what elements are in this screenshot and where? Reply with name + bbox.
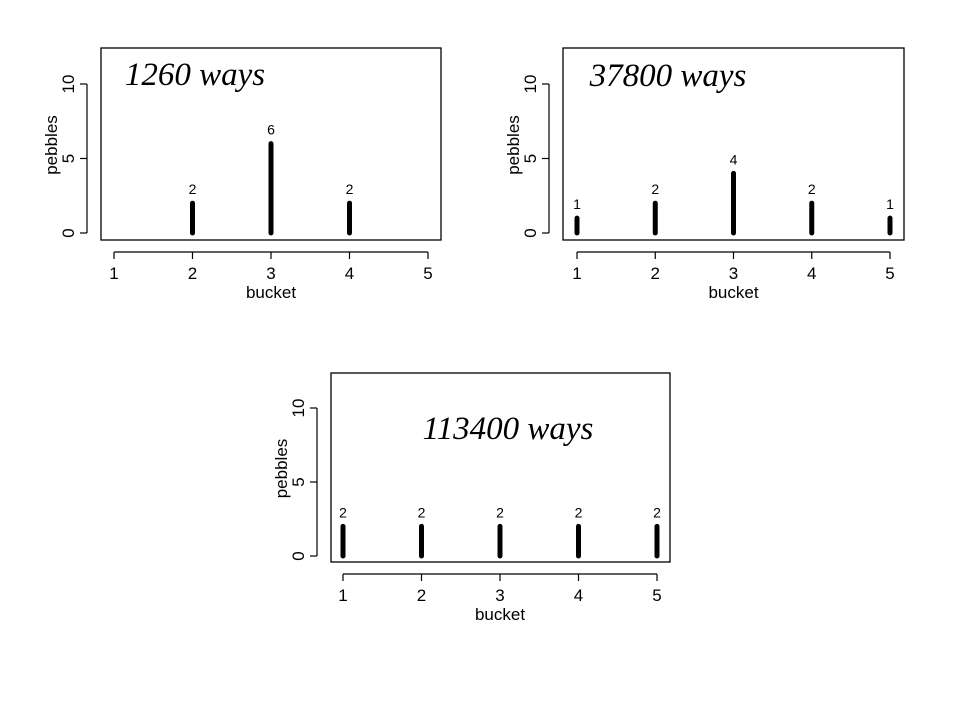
- x-tick-label: 5: [652, 586, 661, 605]
- x-tick-label: 3: [266, 264, 275, 283]
- y-tick-label: 10: [521, 75, 540, 94]
- y-tick-label: 10: [289, 399, 308, 418]
- x-tick-label: 3: [729, 264, 738, 283]
- y-tick-label: 5: [289, 477, 308, 486]
- x-tick-label: 3: [495, 586, 504, 605]
- x-tick-label: 2: [417, 586, 426, 605]
- x-axis-title: bucket: [246, 283, 296, 302]
- y-tick-label: 0: [59, 228, 78, 237]
- data-label: 2: [418, 504, 426, 520]
- plot-frame: [100, 47, 442, 241]
- data-label: 1: [573, 196, 581, 212]
- y-tick-label: 0: [289, 551, 308, 560]
- data-label: 2: [575, 504, 583, 520]
- data-label: 2: [653, 504, 661, 520]
- x-tick-label: 1: [572, 264, 581, 283]
- chart-panel-2: 0 5 10 pebbles 1 2 3 4 5 bucket 1 2 4 2 1 37800 ways: [504, 47, 905, 302]
- y-tick-label: 5: [59, 154, 78, 163]
- data-label: 2: [189, 181, 197, 197]
- data-label: 4: [730, 151, 738, 167]
- x-tick-label: 1: [338, 586, 347, 605]
- y-axis-title: pebbles: [272, 439, 291, 499]
- chart-panel-1: 0 5 10 pebbles 1 2 3 4 5 bucket 2 6 2 1260 ways: [42, 47, 442, 302]
- x-tick-label: 1: [109, 264, 118, 283]
- x-tick-label: 4: [345, 264, 354, 283]
- x-axis-title: bucket: [475, 605, 525, 624]
- plot-frame: [562, 47, 905, 241]
- x-axis-title: bucket: [708, 283, 758, 302]
- data-label: 2: [496, 504, 504, 520]
- data-label: 2: [808, 181, 816, 197]
- data-label: 6: [267, 122, 275, 138]
- y-tick-label: 10: [59, 75, 78, 94]
- data-label: 2: [651, 181, 659, 197]
- plot-frame: [330, 372, 671, 563]
- chart-panel-3: 0 5 10 pebbles 1 2 3 4 5 bucket 2 2 2 2 2 113400 ways: [272, 372, 671, 624]
- data-label: 1: [886, 196, 894, 212]
- x-tick-label: 4: [574, 586, 583, 605]
- data-label: 2: [346, 181, 354, 197]
- x-tick-label: 2: [651, 264, 660, 283]
- ways-annotation: 113400 ways: [423, 411, 594, 447]
- ways-annotation: 1260 ways: [125, 57, 265, 93]
- x-tick-label: 5: [885, 264, 894, 283]
- y-axis-title: pebbles: [42, 115, 61, 175]
- x-tick-label: 4: [807, 264, 816, 283]
- data-label: 2: [339, 504, 347, 520]
- y-axis-title: pebbles: [504, 115, 523, 175]
- x-tick-label: 5: [423, 264, 432, 283]
- y-tick-label: 5: [521, 154, 540, 163]
- y-tick-label: 0: [521, 228, 540, 237]
- x-tick-label: 2: [188, 264, 197, 283]
- ways-annotation: 37800 ways: [589, 58, 747, 94]
